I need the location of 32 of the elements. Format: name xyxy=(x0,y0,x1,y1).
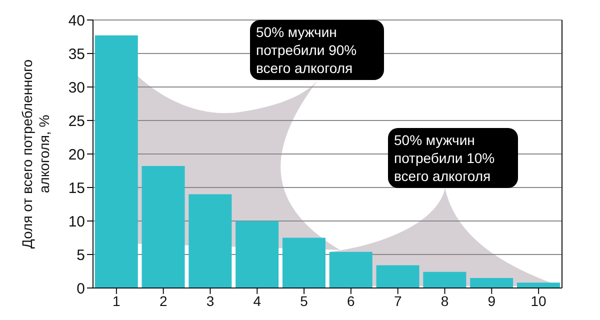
x-tick-label: 6 xyxy=(347,292,356,309)
y-tick-label: 25 xyxy=(68,112,85,130)
x-tick-label: 9 xyxy=(488,292,496,309)
x-tick-label: 10 xyxy=(530,292,547,309)
y-tick-label: 35 xyxy=(68,46,85,63)
y-tick-label: 15 xyxy=(68,180,85,197)
x-tick-label: 4 xyxy=(253,292,262,309)
x-tick-label: 8 xyxy=(440,292,449,309)
annotation: 50% мужчин потребили 10% всего алкоголя xyxy=(388,128,518,188)
y-tick-label: 5 xyxy=(76,246,85,264)
x-tick-label: 5 xyxy=(300,292,308,309)
y-tick-label: 40 xyxy=(68,12,85,30)
y-tick-label: 20 xyxy=(68,146,85,164)
y-tick-label: 0 xyxy=(76,280,85,298)
bar xyxy=(94,35,138,288)
x-tick-label: 3 xyxy=(206,292,214,309)
bar xyxy=(423,272,466,288)
bar xyxy=(470,278,514,288)
bar xyxy=(236,221,279,288)
x-tick-label: 1 xyxy=(112,292,121,309)
bar xyxy=(282,238,326,288)
y-axis-title: Доля от всего потребленного алкоголя, % xyxy=(19,58,53,251)
bar xyxy=(376,265,420,288)
bar xyxy=(142,166,185,288)
annotation: 50% мужчин потребили 90% всего алкоголя xyxy=(250,20,384,80)
x-tick-label: 7 xyxy=(394,292,402,309)
x-tick-label: 2 xyxy=(159,292,168,309)
y-tick-label: 10 xyxy=(68,213,85,230)
bar xyxy=(329,252,372,288)
y-tick-label: 30 xyxy=(68,79,85,96)
bar xyxy=(188,194,232,288)
bar xyxy=(516,282,560,288)
